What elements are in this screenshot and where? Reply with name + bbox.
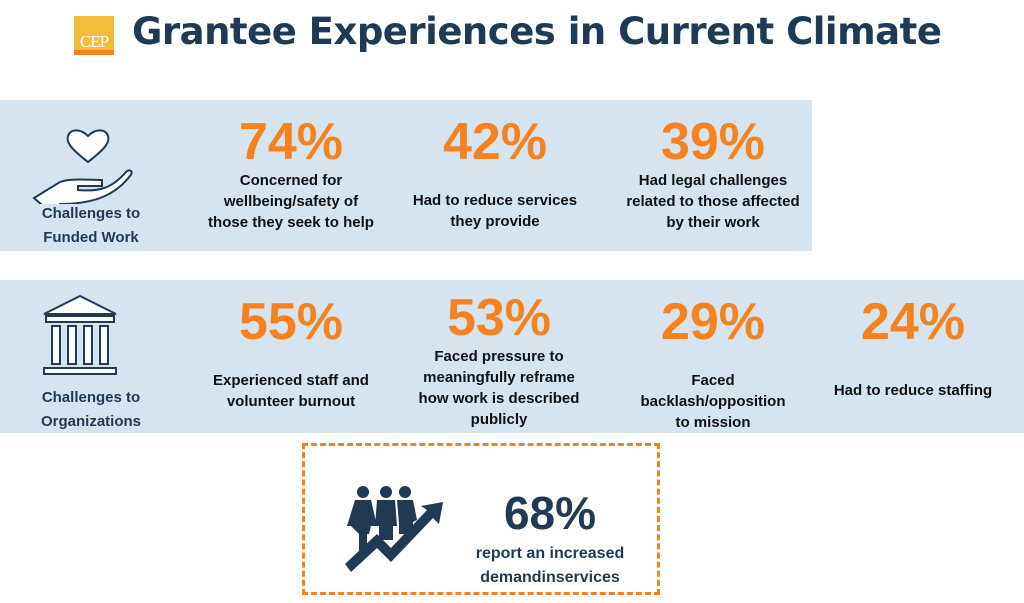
stat-desc: Had to reduce staffing	[833, 382, 993, 399]
people-growth-arrow-icon	[345, 486, 443, 572]
stat-item: 29% Faced backlash/opposition to mission	[608, 294, 818, 433]
stat-item: 53% Faced pressure to meaningfully refra…	[394, 290, 604, 430]
category-label: Challenges to	[41, 389, 141, 406]
stat-value: 24%	[860, 293, 966, 351]
highlight-desc-block: report an increased demandinservices	[450, 542, 650, 590]
stat-item: 55% Experienced staff and volunteer burn…	[186, 294, 396, 412]
funded-work-band: Challenges to Funded Work 74% Concerned …	[0, 100, 812, 251]
stat-item: 24% Had to reduce staffing	[808, 294, 1018, 401]
category-label: Funded Work	[43, 229, 139, 246]
stat-value: 29%	[660, 293, 766, 351]
organizations-band: Challenges to Organizations 55% Experien…	[0, 280, 1024, 433]
stat-desc: Concerned for wellbeing/safety of those …	[208, 172, 374, 231]
stat-desc: Had to reduce services they provide	[412, 192, 578, 230]
logo-bar	[74, 50, 114, 55]
logo-text: CEP	[79, 32, 109, 51]
stat-value: 39%	[660, 113, 766, 171]
category-label: Challenges to	[41, 205, 141, 222]
highlight-desc: demandinservices	[480, 569, 620, 586]
institution-building-icon	[43, 294, 117, 375]
stat-desc: Faced pressure to meaningfully reframe h…	[418, 348, 580, 428]
stat-desc: Had legal challenges related to those af…	[626, 172, 800, 231]
stat-item: 74% Concerned for wellbeing/safety of th…	[186, 114, 396, 233]
stat-value: 74%	[238, 113, 344, 171]
hand-heart-icon	[32, 129, 133, 204]
stat-value: 42%	[442, 113, 548, 171]
category-label: Organizations	[40, 413, 141, 430]
stat-item: 42% Had to reduce services they provide	[390, 114, 600, 232]
page-title: Grantee Experiences in Current Climate	[132, 10, 942, 53]
highlight-box: 68% report an increased demandinservices	[302, 443, 660, 595]
stat-desc: Faced backlash/opposition to mission	[640, 372, 786, 431]
stat-value: 55%	[238, 293, 344, 351]
stat-desc: Experienced staff and volunteer burnout	[213, 372, 369, 410]
cep-logo: CEP	[74, 16, 114, 55]
stat-item: 39% Had legal challenges related to thos…	[608, 114, 818, 233]
highlight-value: 68%	[503, 487, 597, 539]
stat-value: 53%	[446, 289, 552, 347]
highlight-desc: report an increased	[475, 545, 625, 562]
category-label-organizations: Challenges to Organizations	[16, 386, 166, 434]
category-label-funded-work: Challenges to Funded Work	[16, 202, 166, 250]
